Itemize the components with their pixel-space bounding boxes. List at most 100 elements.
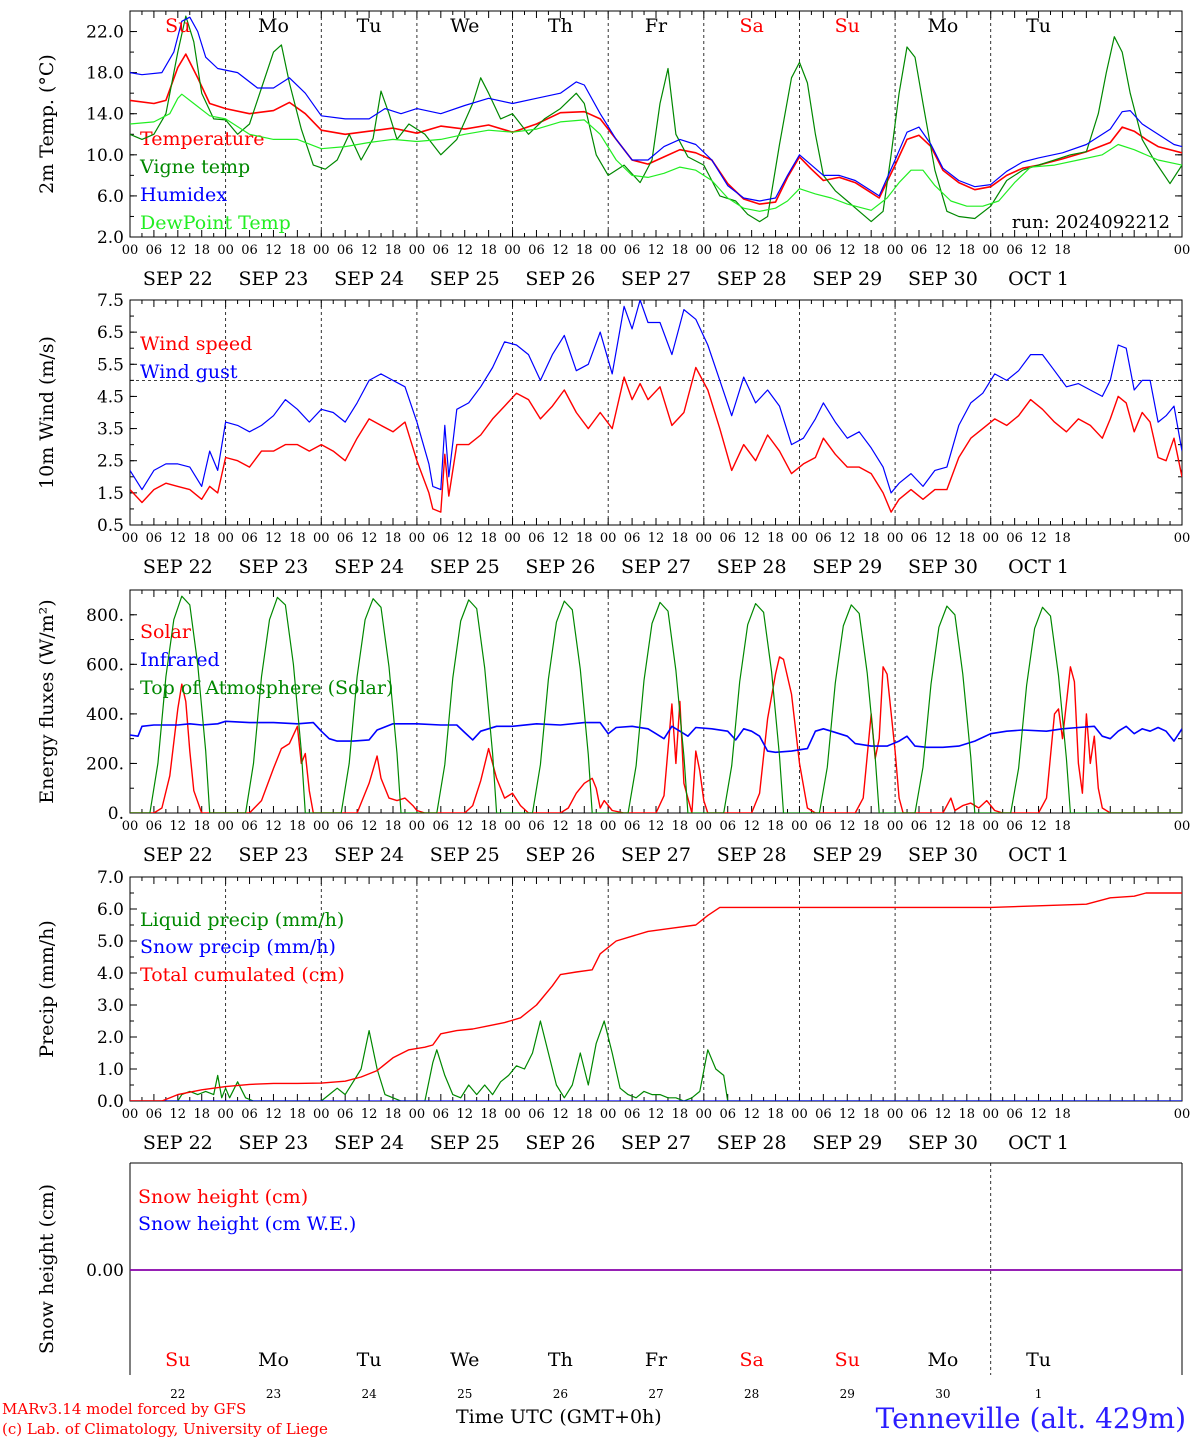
y-tick-label: 6.0 <box>97 900 124 920</box>
hour-tick-label: 00 <box>122 243 139 258</box>
date-label: SEP 27 <box>621 844 691 866</box>
hour-tick-label: 00 <box>217 1107 234 1122</box>
hour-tick-label: 00 <box>1174 1107 1191 1122</box>
temp-frame <box>129 10 1183 238</box>
energy-legend-1: Solar <box>140 621 192 643</box>
y-tick-label: 7.5 <box>97 291 124 311</box>
hour-tick-label: 18 <box>576 243 593 258</box>
lab-credit: (c) Lab. of Climatology, University of L… <box>2 1420 328 1438</box>
precip-series-1 <box>130 1020 1182 1101</box>
hour-tick-label: 00 <box>791 531 808 546</box>
precip-legend-1: Liquid precip (mm/h) <box>140 909 344 931</box>
date-label: SEP 26 <box>525 556 595 578</box>
hour-tick-label: 12 <box>552 531 569 546</box>
hour-tick-label: 06 <box>1006 531 1023 546</box>
date-label: SEP 29 <box>812 268 882 290</box>
hour-tick-label: 18 <box>289 1107 306 1122</box>
hour-tick-label: 00 <box>600 819 617 834</box>
hour-tick-label: 00 <box>791 1107 808 1122</box>
model-credit: MARv3.14 model forced by GFS <box>2 1400 247 1418</box>
hour-tick-label: 12 <box>265 819 282 834</box>
day-number-label: 25 <box>457 1387 472 1401</box>
date-label: SEP 26 <box>525 844 595 866</box>
hour-tick-label: 00 <box>791 243 808 258</box>
date-label: SEP 24 <box>334 268 404 290</box>
run-annotation: run: 2024092212 <box>1012 212 1170 233</box>
weekday-label: Su <box>165 1349 190 1371</box>
temp-legend-2: Vigne temp <box>139 156 250 178</box>
hour-tick-label: 12 <box>170 819 187 834</box>
temp-legend-4: DewPoint Temp <box>140 212 291 234</box>
hour-tick-label: 00 <box>409 531 426 546</box>
day-number-label: 29 <box>840 1387 855 1401</box>
hour-tick-label: 18 <box>863 531 880 546</box>
snow-ylabel: Snow height (cm) <box>36 1184 58 1354</box>
date-label: SEP 25 <box>430 556 500 578</box>
hour-tick-label: 18 <box>480 531 497 546</box>
hour-tick-label: 18 <box>767 243 784 258</box>
y-tick-label: 7.0 <box>97 868 124 888</box>
date-label: SEP 25 <box>430 1132 500 1154</box>
weekday-label: Mo <box>258 1349 289 1371</box>
date-label: OCT 1 <box>1008 844 1069 866</box>
hour-tick-label: 18 <box>576 819 593 834</box>
y-tick-label: 6.5 <box>97 323 124 343</box>
hour-tick-label: 00 <box>409 819 426 834</box>
hour-tick-label: 06 <box>528 243 545 258</box>
weekday-label: Su <box>165 15 190 37</box>
hour-tick-label: 12 <box>1030 531 1047 546</box>
date-label: SEP 27 <box>621 268 691 290</box>
hour-tick-label: 12 <box>648 819 665 834</box>
hour-tick-label: 06 <box>146 819 163 834</box>
y-tick-label: 4.5 <box>97 387 124 407</box>
hour-tick-label: 00 <box>217 819 234 834</box>
hour-tick-label: 06 <box>911 1107 928 1122</box>
hour-tick-label: 06 <box>719 819 736 834</box>
hour-tick-label: 18 <box>863 1107 880 1122</box>
hour-tick-label: 00 <box>217 531 234 546</box>
snow-legend-2: Snow height (cm W.E.) <box>138 1213 356 1235</box>
snow-legend-1: Snow height (cm) <box>138 1186 308 1208</box>
date-label: SEP 28 <box>717 1132 787 1154</box>
hour-tick-label: 06 <box>337 243 354 258</box>
weekday-label: Sa <box>739 1349 763 1371</box>
y-tick-label: 18.0 <box>86 64 124 84</box>
hour-tick-label: 06 <box>433 531 450 546</box>
hour-tick-label: 18 <box>1054 243 1071 258</box>
weekday-label: Tu <box>1026 15 1051 37</box>
hour-tick-label: 00 <box>504 243 521 258</box>
hour-tick-label: 00 <box>696 531 713 546</box>
hour-tick-label: 12 <box>1030 1107 1047 1122</box>
weekday-label: Mo <box>927 15 958 37</box>
y-tick-label: 14.0 <box>86 105 124 125</box>
weekday-label: Sa <box>739 15 763 37</box>
hour-tick-label: 12 <box>743 243 760 258</box>
temp-series-2 <box>130 15 1182 223</box>
hour-tick-label: 18 <box>385 531 402 546</box>
hour-tick-label: 18 <box>767 819 784 834</box>
hour-tick-label: 18 <box>480 243 497 258</box>
hour-tick-label: 06 <box>1006 819 1023 834</box>
weekday-label: Su <box>835 1349 860 1371</box>
hour-tick-label: 18 <box>385 1107 402 1122</box>
hour-tick-label: 18 <box>672 531 689 546</box>
hour-tick-label: 18 <box>767 531 784 546</box>
temp-legend-3: Humidex <box>140 184 227 206</box>
day-number-label: 26 <box>553 1387 568 1401</box>
hour-tick-label: 06 <box>433 243 450 258</box>
hour-tick-label: 12 <box>170 531 187 546</box>
hour-tick-label: 00 <box>1174 243 1191 258</box>
hour-tick-label: 00 <box>887 531 904 546</box>
y-tick-label: 0.00 <box>86 1261 124 1281</box>
hour-tick-label: 06 <box>815 531 832 546</box>
hour-tick-label: 00 <box>409 243 426 258</box>
y-tick-label: 3.0 <box>97 996 124 1016</box>
precip-series-3 <box>130 892 1182 1101</box>
hour-tick-label: 18 <box>672 1107 689 1122</box>
date-label: SEP 25 <box>430 844 500 866</box>
hour-tick-label: 06 <box>241 243 258 258</box>
day-number-label: 23 <box>266 1387 281 1401</box>
date-label: SEP 25 <box>430 268 500 290</box>
y-tick-label: 400. <box>86 705 124 725</box>
